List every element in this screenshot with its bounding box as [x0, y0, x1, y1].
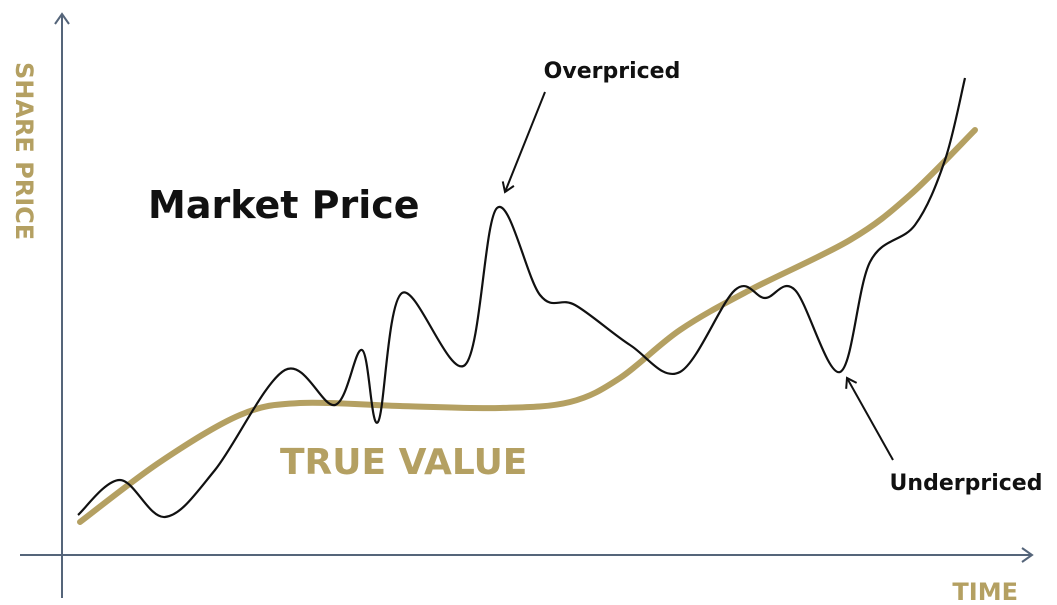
true-value-label: TRUE VALUE	[280, 442, 527, 483]
y-axis-label: SHARE PRICE	[10, 62, 38, 240]
market-price-label: Market Price	[148, 183, 420, 227]
underpriced-arrow	[845, 376, 894, 461]
x-axis-label: TIME	[952, 578, 1018, 605]
market-price-curve	[77, 77, 967, 519]
underpriced-label: Underpriced	[890, 471, 1043, 496]
true-value-curve	[77, 127, 978, 525]
overpriced-label: Overpriced	[544, 59, 681, 84]
overpriced-arrow	[501, 91, 546, 194]
